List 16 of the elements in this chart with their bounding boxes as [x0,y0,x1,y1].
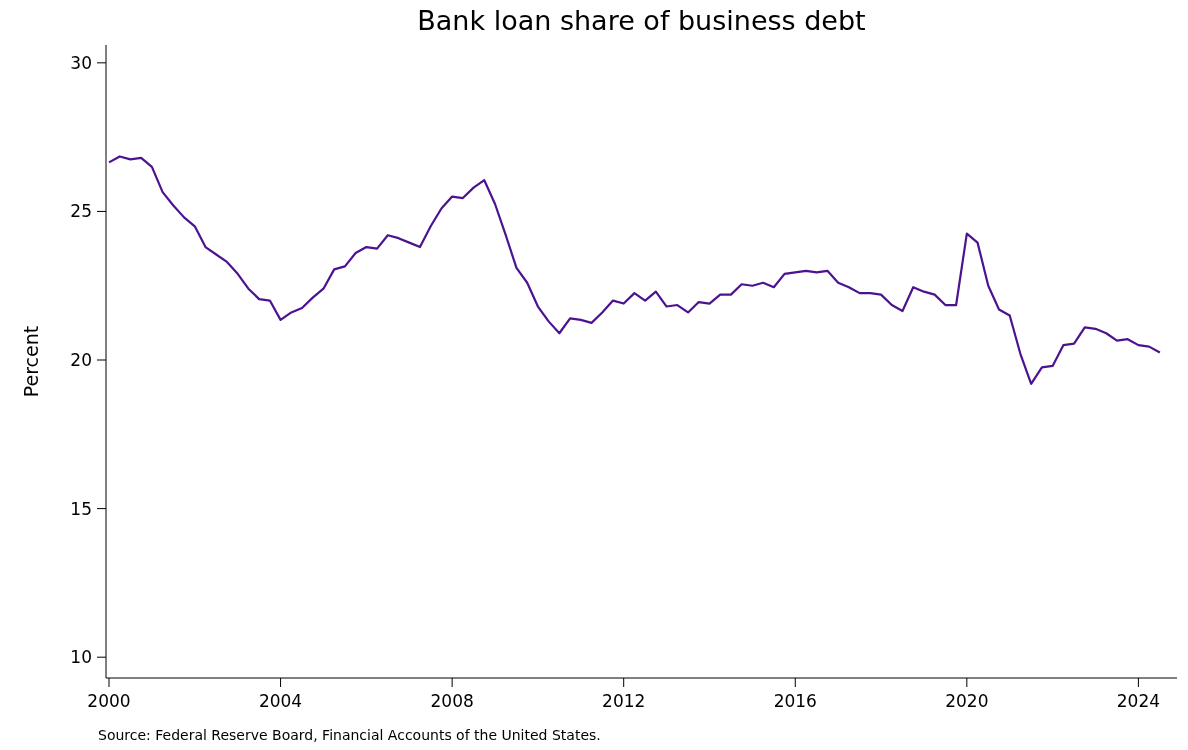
x-tick-label: 2012 [602,691,646,711]
x-tick-label: 2024 [1116,691,1161,711]
source-note: Source: Federal Reserve Board, Financial Accounts of the United States. [98,727,601,743]
y-tick-label: 25 [70,201,92,222]
x-tick-label: 2004 [258,691,303,711]
y-axis-title: Percent [20,325,42,398]
x-tick-label: 2000 [87,691,131,711]
y-tick-label: 10 [70,647,92,668]
y-tick-label: 15 [70,498,92,519]
line-series [107,155,1161,385]
y-tick-label: 30 [70,52,92,73]
y-tick-label: 20 [70,349,92,370]
chart-title: Bank loan share of business debt [417,5,866,36]
x-tick-label: 2020 [945,691,989,711]
x-tick-label: 2008 [430,691,474,711]
x-tick-label: 2016 [773,691,817,711]
